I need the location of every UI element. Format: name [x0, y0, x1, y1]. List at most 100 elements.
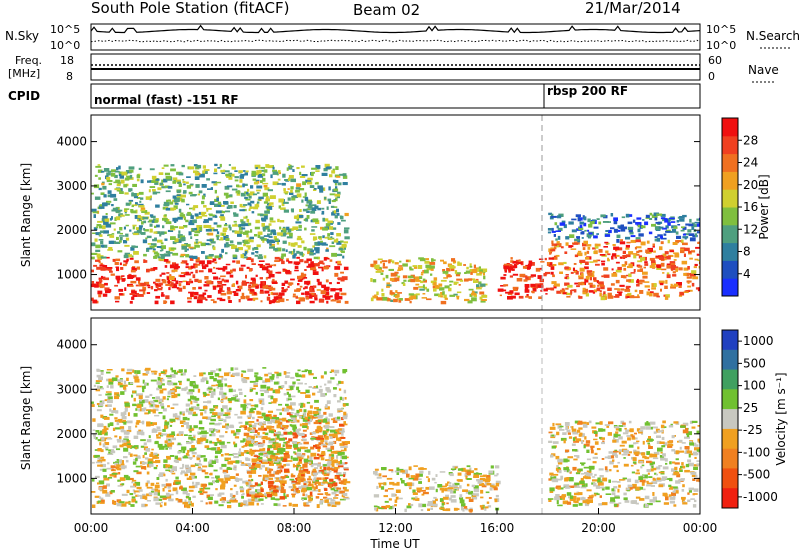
heatmap-cell	[193, 399, 198, 403]
heatmap-cell	[209, 422, 215, 425]
heatmap-cell	[330, 299, 337, 302]
heatmap-cell	[252, 279, 256, 283]
heatmap-cell	[246, 192, 249, 195]
heatmap-cell	[476, 287, 482, 290]
heatmap-cell	[141, 385, 146, 389]
heatmap-cell	[326, 428, 330, 432]
heatmap-cell	[198, 427, 205, 430]
heatmap-cell	[306, 426, 309, 430]
heatmap-cell	[566, 295, 571, 298]
heatmap-cell	[394, 277, 400, 282]
heatmap-cell	[260, 166, 265, 169]
heatmap-cell	[229, 240, 234, 244]
heatmap-cell	[132, 245, 138, 248]
heatmap-cell	[118, 288, 124, 292]
heatmap-cell	[409, 300, 412, 304]
heatmap-cell	[239, 175, 244, 179]
heatmap-cell	[344, 462, 348, 464]
heatmap-cell	[132, 489, 135, 492]
heatmap-cell	[257, 432, 260, 436]
heatmap-cell	[229, 291, 232, 294]
heatmap-cell	[525, 295, 530, 298]
heatmap-cell	[429, 265, 435, 269]
heatmap-cell	[216, 224, 222, 228]
heatmap-cell	[406, 482, 413, 486]
heatmap-cell	[246, 281, 249, 284]
heatmap-cell	[267, 471, 272, 474]
heatmap-cell	[344, 397, 347, 400]
heatmap-cell	[228, 177, 233, 180]
heatmap-cell	[313, 463, 318, 466]
heatmap-cell	[495, 482, 500, 487]
heatmap-cell	[607, 287, 612, 291]
heatmap-cell	[480, 496, 484, 499]
heatmap-cell	[568, 485, 575, 488]
heatmap-cell	[424, 260, 430, 264]
heatmap-cell	[325, 416, 328, 419]
heatmap-cell	[197, 296, 203, 300]
heatmap-cell	[91, 297, 94, 301]
heatmap-cell	[217, 493, 222, 497]
heatmap-cell	[252, 416, 255, 420]
heatmap-cell	[142, 239, 148, 244]
heatmap-cell	[175, 415, 181, 418]
heatmap-cell	[210, 391, 216, 396]
heatmap-cell	[690, 250, 696, 253]
heatmap-cell	[296, 237, 303, 241]
heatmap-cell	[160, 501, 163, 504]
heatmap-cell	[252, 429, 255, 433]
heatmap-cell	[227, 205, 233, 209]
heatmap-cell	[661, 227, 667, 230]
heatmap-cell	[144, 412, 149, 415]
heatmap-cell	[582, 287, 586, 292]
heatmap-cell	[130, 504, 135, 507]
heatmap-cell	[108, 183, 112, 186]
heatmap-cell	[652, 243, 655, 246]
heatmap-cell	[140, 232, 143, 235]
heatmap-cell	[335, 186, 338, 189]
heatmap-cell	[454, 466, 458, 469]
heatmap-cell	[116, 421, 120, 426]
heatmap-cell	[512, 286, 519, 290]
heatmap-cell	[674, 253, 680, 258]
heatmap-cell	[402, 263, 408, 267]
heatmap-cell	[184, 249, 188, 252]
heatmap-cell	[273, 503, 278, 506]
heatmap-cell	[453, 266, 456, 269]
heatmap-cell	[233, 292, 239, 296]
heatmap-cell	[263, 421, 266, 425]
heatmap-cell	[161, 186, 167, 189]
heatmap-cell	[603, 267, 609, 271]
heatmap-cell	[323, 286, 330, 290]
heatmap-cell	[231, 500, 238, 503]
heatmap-cell	[649, 217, 653, 220]
heatmap-cell	[581, 231, 585, 235]
heatmap-cell	[121, 415, 127, 420]
heatmap-cell	[333, 470, 338, 473]
heatmap-cell	[168, 489, 172, 492]
heatmap-cell	[204, 409, 207, 414]
heatmap-cell	[153, 255, 158, 259]
heatmap-cell	[175, 481, 181, 485]
heatmap-cell	[131, 267, 135, 272]
heatmap-cell	[111, 233, 115, 235]
heatmap-cell	[302, 488, 306, 493]
heatmap-cell	[175, 476, 179, 480]
heatmap-cell	[306, 401, 311, 404]
heatmap-cell	[220, 237, 223, 241]
heatmap-cell	[439, 498, 444, 502]
heatmap-cell	[334, 373, 337, 376]
heatmap-cell	[268, 236, 273, 238]
heatmap-cell	[131, 290, 137, 295]
heatmap-cell	[149, 453, 154, 457]
heatmap-cell	[254, 499, 261, 502]
heatmap-cell	[296, 452, 302, 457]
heatmap-cell	[102, 468, 107, 472]
heatmap-cell	[560, 475, 564, 480]
heatmap-cell	[169, 374, 176, 378]
heatmap-cell	[653, 250, 656, 253]
heatmap-cell	[601, 260, 606, 263]
heatmap-cell	[111, 468, 115, 471]
heatmap-cell	[232, 268, 236, 272]
heatmap-cell	[294, 412, 300, 417]
